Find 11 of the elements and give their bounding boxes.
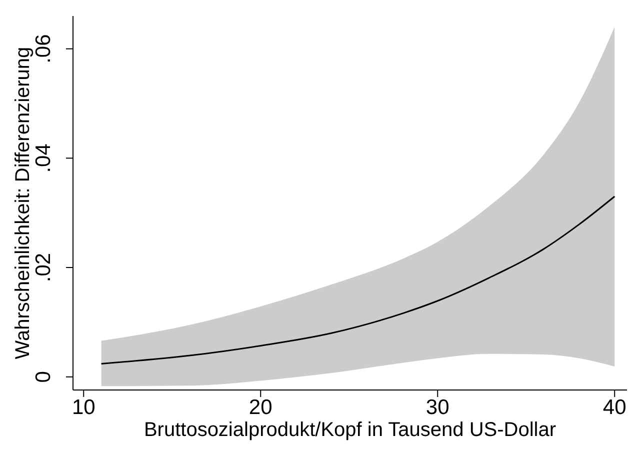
y-tick-label: .02 xyxy=(32,252,55,282)
x-tick-label: 30 xyxy=(426,396,450,419)
x-axis-title: Bruttosozialprodukt/Kopf in Tausend US-Dollar xyxy=(144,419,556,441)
line-series xyxy=(100,196,616,365)
x-tick-label: 40 xyxy=(602,396,626,419)
x-tick-label: 10 xyxy=(72,396,96,419)
y-axis-title: Wahrscheinlichkeit: Differenzierung xyxy=(12,46,34,360)
y-tick-label: .04 xyxy=(32,143,55,173)
y-tick-label: 0 xyxy=(32,371,55,383)
y-tick-label: .06 xyxy=(32,34,55,64)
x-tick-label: 20 xyxy=(248,396,272,419)
